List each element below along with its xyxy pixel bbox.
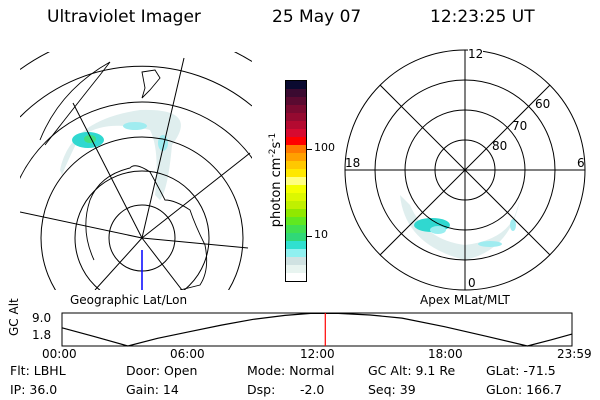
instrument-title: Ultraviolet Imager [47, 7, 201, 27]
xtick-0600: 06:00 [170, 347, 205, 361]
colorbar-swatch [286, 145, 306, 153]
gain-info: Gain: 14 [126, 382, 179, 397]
ip-info: IP: 36.0 [10, 382, 58, 397]
colorbar-swatch [286, 97, 306, 105]
dsp-value: -2.0 [300, 382, 325, 397]
colorbar-tick-10: 10 [314, 228, 328, 241]
glat-info: GLat: -71.5 [486, 363, 556, 378]
xtick-2359: 23:59 [557, 347, 592, 361]
colorbar-swatch [286, 193, 306, 201]
colorbar-tick-100: 100 [314, 141, 335, 154]
mlt-label-6: 6 [577, 156, 585, 170]
altitude-series-line [61, 312, 573, 347]
date-label: 25 May 07 [272, 7, 362, 27]
apex-label: Apex MLat/MLT [420, 293, 510, 307]
xtick-0000: 00:00 [42, 347, 77, 361]
gc-alt-info: GC Alt: 9.1 Re [368, 363, 456, 378]
colorbar-swatch [286, 177, 306, 185]
colorbar-swatch [286, 121, 306, 129]
mlt-label-0: 0 [468, 276, 476, 290]
colorbar-swatch [286, 105, 306, 113]
door-info: Door: Open [126, 363, 198, 378]
colorbar-swatch [286, 81, 306, 89]
colorbar-swatch [286, 185, 306, 193]
glon-info: GLon: 166.7 [486, 382, 562, 397]
xtick-1200: 12:00 [300, 347, 335, 361]
colorbar-swatch [286, 249, 306, 257]
mlt-label-18: 18 [345, 156, 361, 170]
colorbar-swatch [286, 169, 306, 177]
mlat-label-70: 70 [512, 119, 528, 133]
ytick-9: 9.0 [32, 311, 52, 325]
colorbar-swatch [286, 137, 306, 145]
colorbar [285, 80, 307, 282]
mlat-label-60: 60 [535, 97, 551, 111]
y-axis-label: GC Alt [7, 298, 21, 336]
coastlines [39, 61, 208, 290]
colorbar-swatch [286, 233, 306, 241]
mlat-label-80: 80 [492, 139, 508, 153]
mlt-label-12: 12 [468, 47, 484, 61]
colorbar-swatch [286, 201, 306, 209]
xtick-1800: 18:00 [428, 347, 463, 361]
colorbar-swatch [286, 217, 306, 225]
colorbar-swatch [286, 265, 306, 273]
filter-info: Flt: LBHL [10, 363, 66, 378]
time-label: 12:23:25 UT [430, 7, 535, 27]
geographic-label: Geographic Lat/Lon [70, 293, 188, 307]
colorbar-swatch [286, 209, 306, 217]
mode-info: Mode: Normal [247, 363, 335, 378]
colorbar-swatch [286, 225, 306, 233]
colorbar-swatch [286, 273, 306, 281]
chart-frame [61, 312, 573, 347]
colorbar-swatch [286, 129, 306, 137]
colorbar-swatch [286, 161, 306, 169]
colorbar-swatch [286, 113, 306, 121]
ytick-1-8: 1.8 [32, 328, 52, 342]
longitude-lines [20, 57, 251, 290]
colorbar-swatch [286, 257, 306, 265]
colorbar-ticks [306, 80, 312, 280]
colorbar-swatch [286, 153, 306, 161]
dsp-label: Dsp: [247, 382, 276, 397]
seq-info: Seq: 39 [368, 382, 416, 397]
colorbar-swatch [286, 89, 306, 97]
colorbar-swatch [286, 241, 306, 249]
